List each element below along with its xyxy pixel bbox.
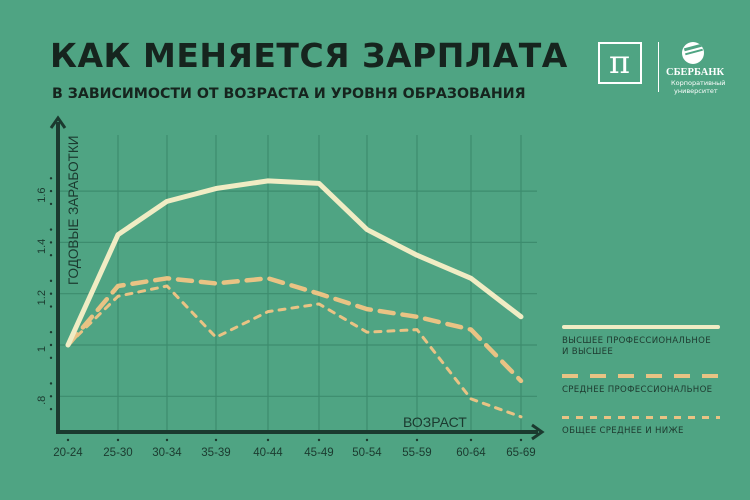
x-tick-label: 20-24	[53, 447, 83, 459]
x-tick-label: 45-49	[304, 447, 333, 459]
x-tick-dot	[165, 438, 169, 442]
logo: π СБЕРБАНК Корпоративный университет	[598, 42, 738, 102]
sberbank-emblem-icon	[682, 42, 704, 64]
y-minor-dot	[49, 254, 53, 257]
x-tick-label: 50-54	[352, 447, 382, 459]
pi-logo-box: π	[598, 42, 642, 84]
y-minor-dot	[49, 177, 53, 180]
x-tick-dot	[415, 438, 419, 442]
y-minor-dot	[49, 279, 53, 283]
legend-swatch-short-dash	[562, 416, 720, 419]
y-tick-dot	[49, 343, 53, 347]
series	[65, 178, 524, 419]
legend-label: ВЫСШЕЕ ПРОФЕССИОНАЛЬНОЕ	[562, 336, 711, 346]
x-tick-dot	[317, 438, 321, 442]
x-axis-label: ВОЗРАСТ	[403, 414, 467, 430]
x-tick-label: 40-44	[253, 447, 283, 459]
y-tick-label: 1	[36, 346, 48, 352]
legend-item-higher: ВЫСШЕЕ ПРОФЕССИОНАЛЬНОЕ И ВЫСШЕЕ	[562, 325, 722, 358]
y-tick-dot	[49, 189, 53, 193]
sberbank-brand: СБЕРБАНК	[666, 67, 725, 78]
y-minor-dot	[49, 356, 53, 360]
axes: ВОЗРАСТ ГОДОВЫЕ ЗАРАБОТКИ	[49, 115, 545, 441]
y-minor-dot	[49, 305, 53, 308]
chart-subtitle: В ЗАВИСИМОСТИ ОТ ВОЗРАСТА И УРОВНЯ ОБРАЗ…	[52, 86, 526, 102]
y-tick-label: 1.4	[36, 239, 48, 254]
logo-line2: университет	[674, 87, 718, 95]
pi-symbol: π	[609, 43, 631, 81]
x-tick-dot	[66, 438, 70, 442]
ticks: 1.6 1.4 1.2 1 .8 20-24 25-30 30-34 35-39 40-44 45-…	[36, 177, 536, 459]
x-tick-label: 35-39	[201, 447, 230, 459]
legend-swatch-long-dash	[562, 374, 720, 378]
x-axis-arrow-icon	[531, 423, 545, 441]
x-tick-dot	[519, 438, 523, 442]
logo-divider	[658, 42, 659, 92]
series-line-long-dash	[65, 276, 524, 384]
x-tick-dot	[214, 438, 218, 442]
y-axis-label: ГОДОВЫЕ ЗАРАБОТКИ	[66, 136, 81, 285]
x-tick-dot	[116, 438, 120, 442]
series-line-solid	[65, 178, 524, 348]
y-minor-dot	[49, 382, 53, 385]
legend-item-lower: ОБЩЕЕ СРЕДНЕЕ И НИЖЕ	[562, 416, 722, 437]
x-tick-dot	[365, 438, 369, 442]
y-axis-arrow-icon	[49, 115, 67, 129]
x-tick-label: 60-64	[456, 447, 486, 459]
x-tick-label: 55-59	[402, 447, 431, 459]
x-tick-label: 30-34	[152, 447, 182, 459]
x-tick-dot	[469, 438, 473, 442]
y-tick-label: .8	[36, 396, 48, 405]
y-minor-dot	[49, 330, 53, 334]
legend-item-medium: СРЕДНЕЕ ПРОФЕССИОНАЛЬНОЕ	[562, 374, 722, 396]
grid	[58, 135, 537, 432]
y-tick-label: 1.2	[36, 290, 48, 305]
x-tick-label: 65-69	[506, 447, 535, 459]
y-minor-dot	[49, 202, 53, 206]
x-tick-label: 25-30	[103, 447, 132, 459]
chart-title: КАК МЕНЯЕТСЯ ЗАРПЛАТА	[50, 36, 568, 75]
legend-label: ОБЩЕЕ СРЕДНЕЕ И НИЖЕ	[562, 426, 684, 436]
y-tick-dot	[49, 241, 53, 244]
legend-swatch-solid	[562, 325, 720, 329]
series-line-short-dash	[66, 284, 523, 419]
x-tick-dot	[266, 438, 270, 442]
y-tick-dot	[49, 395, 53, 398]
y-minor-dot	[49, 228, 53, 231]
legend-label: СРЕДНЕЕ ПРОФЕССИОНАЛЬНОЕ	[562, 385, 713, 395]
y-tick-label: 1.6	[36, 187, 48, 202]
logo-line1: Корпоративный	[671, 79, 726, 87]
y-minor-dot	[49, 407, 53, 411]
y-tick-dot	[49, 292, 53, 295]
legend-label: И ВЫСШЕЕ	[562, 347, 614, 357]
